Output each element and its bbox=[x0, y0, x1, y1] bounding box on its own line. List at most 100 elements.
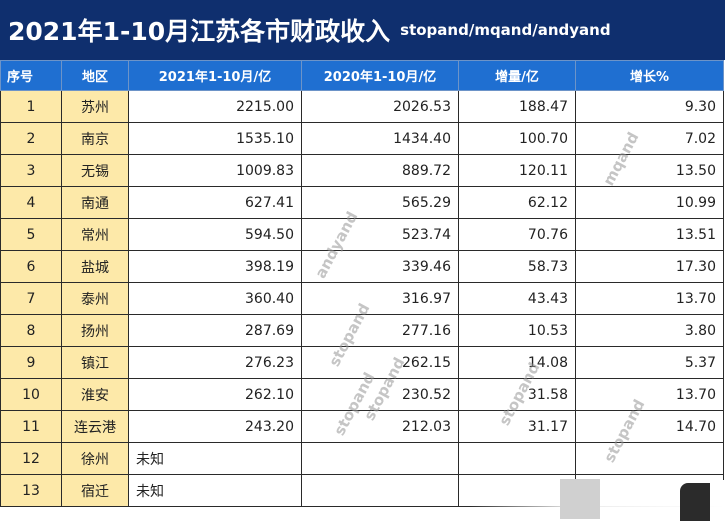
row-city: 淮安 bbox=[61, 378, 129, 411]
row-2020-value: 262.15 bbox=[301, 346, 459, 379]
row-city: 扬州 bbox=[61, 314, 129, 347]
row-2021-value: 287.69 bbox=[128, 314, 302, 347]
row-increase: 14.08 bbox=[458, 346, 576, 379]
dark-corner-shape bbox=[680, 483, 710, 521]
row-increase: 120.11 bbox=[458, 154, 576, 187]
row-2020-value: 2026.53 bbox=[301, 90, 459, 123]
row-index: 9 bbox=[0, 346, 62, 379]
row-2021-value: 2215.00 bbox=[128, 90, 302, 123]
row-increase: 10.53 bbox=[458, 314, 576, 347]
row-index: 12 bbox=[0, 442, 62, 475]
table-row: 12 徐州 未知 bbox=[0, 442, 724, 475]
row-increase: 31.17 bbox=[458, 410, 576, 443]
row-increase: 31.58 bbox=[458, 378, 576, 411]
row-city: 盐城 bbox=[61, 250, 129, 283]
row-index: 7 bbox=[0, 282, 62, 315]
row-note: 未知 bbox=[128, 442, 302, 475]
row-increase: 70.76 bbox=[458, 218, 576, 251]
row-city: 南京 bbox=[61, 122, 129, 155]
row-2020-value: 212.03 bbox=[301, 410, 459, 443]
header-increase: 增量/亿 bbox=[458, 60, 576, 91]
empty-cell bbox=[301, 442, 459, 475]
table-body: 1 苏州 2215.00 2026.53 188.47 9.30 2 南京 1535.10 143… bbox=[0, 90, 724, 507]
table-row: 7 泰州 360.40 316.97 43.43 13.70 bbox=[0, 282, 724, 315]
row-growth: 13.51 bbox=[575, 218, 724, 251]
header-region: 地区 bbox=[61, 60, 129, 91]
row-city: 常州 bbox=[61, 218, 129, 251]
table-row: 8 扬州 287.69 277.16 10.53 3.80 bbox=[0, 314, 724, 347]
table-row: 2 南京 1535.10 1434.40 100.70 7.02 bbox=[0, 122, 724, 155]
row-growth: 3.80 bbox=[575, 314, 724, 347]
empty-cell bbox=[575, 442, 724, 475]
header-2021: 2021年1-10月/亿 bbox=[128, 60, 302, 91]
row-city: 宿迁 bbox=[61, 474, 129, 507]
row-index: 6 bbox=[0, 250, 62, 283]
row-2021-value: 627.41 bbox=[128, 186, 302, 219]
row-index: 1 bbox=[0, 90, 62, 123]
table-row: 5 常州 594.50 523.74 70.76 13.51 bbox=[0, 218, 724, 251]
empty-cell bbox=[301, 474, 459, 507]
row-2021-value: 594.50 bbox=[128, 218, 302, 251]
table-row: 3 无锡 1009.83 889.72 120.11 13.50 bbox=[0, 154, 724, 187]
row-increase: 100.70 bbox=[458, 122, 576, 155]
row-growth: 13.70 bbox=[575, 282, 724, 315]
row-2020-value: 230.52 bbox=[301, 378, 459, 411]
row-growth: 10.99 bbox=[575, 186, 724, 219]
row-2020-value: 339.46 bbox=[301, 250, 459, 283]
row-increase: 188.47 bbox=[458, 90, 576, 123]
row-growth: 9.30 bbox=[575, 90, 724, 123]
row-2020-value: 277.16 bbox=[301, 314, 459, 347]
table-row: 9 镇江 276.23 262.15 14.08 5.37 bbox=[0, 346, 724, 379]
row-2020-value: 565.29 bbox=[301, 186, 459, 219]
empty-cell bbox=[458, 442, 576, 475]
row-increase: 43.43 bbox=[458, 282, 576, 315]
row-index: 10 bbox=[0, 378, 62, 411]
header-2020: 2020年1-10月/亿 bbox=[301, 60, 459, 91]
row-city: 苏州 bbox=[61, 90, 129, 123]
row-city: 连云港 bbox=[61, 410, 129, 443]
row-index: 4 bbox=[0, 186, 62, 219]
row-2021-value: 398.19 bbox=[128, 250, 302, 283]
row-city: 南通 bbox=[61, 186, 129, 219]
row-index: 8 bbox=[0, 314, 62, 347]
row-2020-value: 523.74 bbox=[301, 218, 459, 251]
row-index: 5 bbox=[0, 218, 62, 251]
row-growth: 14.70 bbox=[575, 410, 724, 443]
row-2021-value: 1535.10 bbox=[128, 122, 302, 155]
row-city: 徐州 bbox=[61, 442, 129, 475]
row-2020-value: 889.72 bbox=[301, 154, 459, 187]
gray-square-shape bbox=[560, 479, 600, 519]
row-2021-value: 262.10 bbox=[128, 378, 302, 411]
table-header-row: 序号 地区 2021年1-10月/亿 2020年1-10月/亿 增量/亿 增长% bbox=[0, 60, 724, 91]
row-note: 未知 bbox=[128, 474, 302, 507]
row-city: 镇江 bbox=[61, 346, 129, 379]
table-row: 6 盐城 398.19 339.46 58.73 17.30 bbox=[0, 250, 724, 283]
row-city: 泰州 bbox=[61, 282, 129, 315]
row-growth: 17.30 bbox=[575, 250, 724, 283]
table-row: 10 淮安 262.10 230.52 31.58 13.70 bbox=[0, 378, 724, 411]
row-2021-value: 1009.83 bbox=[128, 154, 302, 187]
row-increase: 58.73 bbox=[458, 250, 576, 283]
revenue-table: 序号 地区 2021年1-10月/亿 2020年1-10月/亿 增量/亿 增长%… bbox=[0, 60, 724, 507]
table-row: 11 连云港 243.20 212.03 31.17 14.70 bbox=[0, 410, 724, 443]
header-growth: 增长% bbox=[575, 60, 724, 91]
row-index: 3 bbox=[0, 154, 62, 187]
page-subtitle: stopand/mqand/andyand bbox=[400, 21, 611, 39]
row-2021-value: 243.20 bbox=[128, 410, 302, 443]
row-growth: 5.37 bbox=[575, 346, 724, 379]
row-2021-value: 276.23 bbox=[128, 346, 302, 379]
row-city: 无锡 bbox=[61, 154, 129, 187]
row-2020-value: 316.97 bbox=[301, 282, 459, 315]
header-index: 序号 bbox=[0, 60, 62, 91]
row-increase: 62.12 bbox=[458, 186, 576, 219]
row-2020-value: 1434.40 bbox=[301, 122, 459, 155]
title-bar: 2021年1-10月江苏各市财政收入 stopand/mqand/andyand bbox=[0, 0, 725, 60]
row-2021-value: 360.40 bbox=[128, 282, 302, 315]
table-row: 1 苏州 2215.00 2026.53 188.47 9.30 bbox=[0, 90, 724, 123]
page-title: 2021年1-10月江苏各市财政收入 bbox=[8, 17, 391, 46]
row-index: 11 bbox=[0, 410, 62, 443]
row-index: 13 bbox=[0, 474, 62, 507]
table-row: 4 南通 627.41 565.29 62.12 10.99 bbox=[0, 186, 724, 219]
row-index: 2 bbox=[0, 122, 62, 155]
row-growth: 13.50 bbox=[575, 154, 724, 187]
